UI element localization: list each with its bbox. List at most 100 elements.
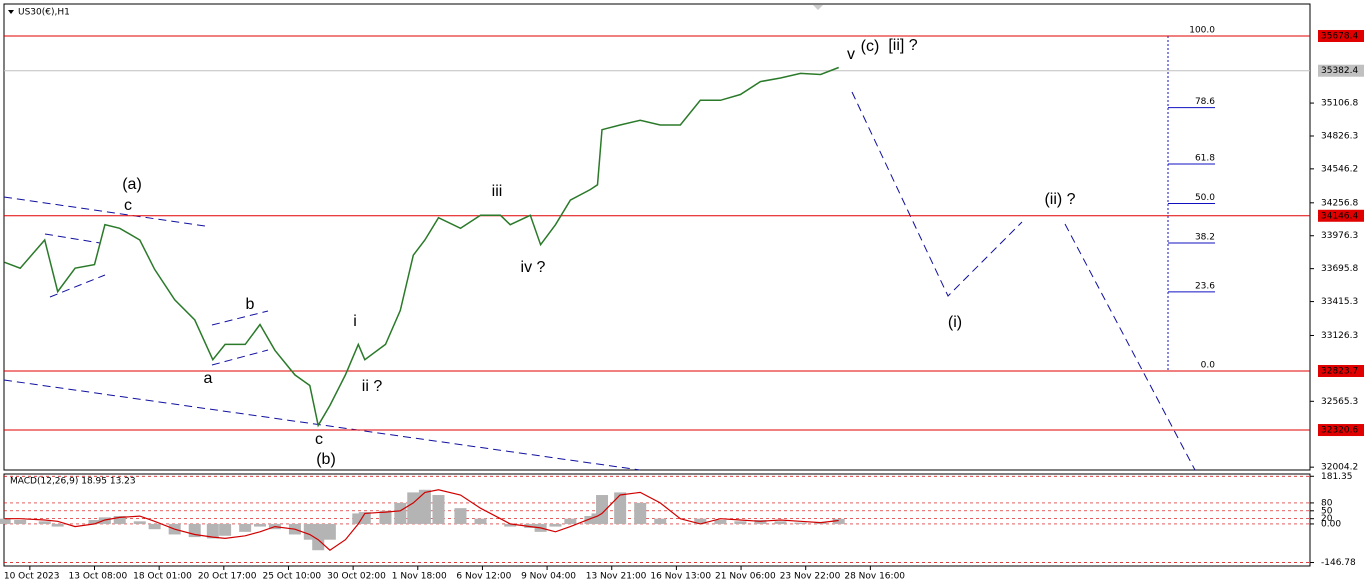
- macd-bar: [113, 516, 126, 524]
- fib-label: 78.6: [1195, 97, 1215, 107]
- wave-label: iii: [492, 183, 503, 200]
- y-tick-label: 33126.3: [1321, 331, 1358, 341]
- macd-bar: [432, 495, 445, 524]
- price-box: [1318, 209, 1364, 222]
- y-tick-label: 33976.3: [1321, 231, 1358, 241]
- fib-label: 0.0: [1201, 360, 1216, 370]
- macd-bar: [694, 518, 707, 524]
- x-tick-label: 9 Nov 04:00: [521, 572, 576, 582]
- y-tick-label: 181.35: [1321, 472, 1353, 482]
- macd-bar: [754, 520, 767, 524]
- macd-bar: [394, 502, 407, 524]
- hline-label: 35678.4: [1321, 31, 1358, 41]
- macd-bar: [352, 513, 365, 524]
- wave-label: c: [124, 197, 132, 214]
- macd-bar: [88, 520, 101, 524]
- macd-bar: [418, 489, 431, 524]
- price-box: [1318, 424, 1364, 437]
- x-tick-label: 25 Oct 10:00: [262, 572, 321, 582]
- hline-label: 34146.4: [1321, 211, 1358, 221]
- macd-bar: [454, 508, 467, 524]
- macd-bar: [219, 523, 232, 536]
- macd-bar: [734, 521, 747, 524]
- x-tick-label: 20 Oct 17:00: [198, 572, 257, 582]
- macd-bar: [206, 523, 219, 539]
- price-panel: [3, 3, 1311, 471]
- shift-marker: [813, 5, 823, 10]
- macd-bar: [323, 523, 336, 540]
- y-tick-label: 33695.8: [1321, 264, 1358, 274]
- price-box: [1318, 64, 1364, 77]
- macd-bar: [524, 523, 537, 528]
- wave-label: v: [847, 46, 855, 63]
- x-tick-label: 30 Oct 02:00: [327, 572, 386, 582]
- macd-bar: [564, 518, 577, 524]
- hline-label: 32823.7: [1321, 366, 1358, 376]
- macd-bar: [714, 520, 727, 524]
- fib-label: 100.0: [1189, 25, 1215, 35]
- current-price-label: 35382.4: [1321, 66, 1358, 76]
- fib-label: 23.6: [1195, 281, 1215, 291]
- macd-bar: [549, 523, 562, 527]
- macd-bar: [51, 523, 64, 527]
- macd-bar: [0, 518, 11, 524]
- wave-label: (b): [316, 451, 336, 468]
- wave-label: ii ?: [362, 378, 383, 395]
- macd-bar: [504, 523, 517, 527]
- macd-bar: [379, 510, 392, 524]
- y-tick-label: 80: [1321, 498, 1333, 508]
- macd-bar: [614, 492, 627, 524]
- y-tick-label: 35106.8: [1321, 99, 1358, 109]
- macd-bar: [14, 520, 27, 524]
- macd-bar: [774, 521, 787, 524]
- macd-bar: [133, 521, 146, 524]
- x-tick-label: 13 Nov 21:00: [586, 572, 647, 582]
- macd-bar: [148, 523, 161, 530]
- fib-label: 50.0: [1195, 193, 1215, 203]
- macd-bar: [312, 523, 325, 551]
- x-tick-label: 18 Oct 01:00: [133, 572, 192, 582]
- wave-label: (c): [861, 38, 880, 55]
- price-box: [1318, 364, 1364, 377]
- x-tick-label: 13 Oct 08:00: [69, 572, 128, 582]
- y-tick-label: 34256.8: [1321, 198, 1358, 208]
- wave-label: b: [246, 296, 255, 313]
- x-tick-label: 10 Oct 2023: [4, 572, 60, 582]
- macd-bar: [38, 521, 51, 524]
- macd-bar: [584, 516, 597, 524]
- x-tick-label: 1 Nov 18:00: [392, 572, 447, 582]
- macd-bar: [407, 492, 420, 524]
- wave-label: a: [204, 370, 213, 387]
- hline-label: 32320.6: [1321, 426, 1358, 436]
- macd-bar: [358, 512, 371, 524]
- x-tick-label: 28 Nov 16:00: [844, 572, 905, 582]
- signal-line: [4, 489, 839, 551]
- wave-label: iv ?: [521, 259, 546, 276]
- menu-arrow[interactable]: [8, 10, 14, 14]
- chart-title: US30(€),H1: [18, 8, 70, 18]
- macd-bar: [596, 495, 609, 524]
- wave-label: [ii] ?: [888, 37, 917, 54]
- macd-bar: [654, 518, 667, 524]
- x-tick-label: 21 Nov 06:00: [715, 572, 776, 582]
- y-tick-label: 50: [1321, 506, 1333, 516]
- wave-labels: (a) c b a c (b) i ii ? iii iv ? v (c) [i…: [122, 37, 1075, 468]
- price-box: [1318, 29, 1364, 42]
- y-tick-label: 34826.3: [1321, 131, 1358, 141]
- wave-label: c: [315, 431, 323, 448]
- wave-lines: [3, 91, 1196, 471]
- fib-label: 61.8: [1195, 153, 1215, 163]
- macd-bar: [794, 522, 807, 524]
- y-tick-label: 32565.3: [1321, 397, 1358, 407]
- macd-bar: [634, 502, 647, 524]
- macd-bar: [832, 518, 845, 524]
- y-tick-label: 34546.2: [1321, 164, 1358, 174]
- y-tick-label: 33415.3: [1321, 297, 1358, 307]
- y-tick-label: 20: [1321, 514, 1333, 524]
- fib-label: 38.2: [1195, 233, 1215, 243]
- wave-label: (i): [948, 314, 962, 331]
- macd-bar: [254, 523, 267, 527]
- wave-label: (a): [122, 176, 142, 193]
- macd-title: MACD(12,26,9) 18.95 13.23: [10, 477, 136, 487]
